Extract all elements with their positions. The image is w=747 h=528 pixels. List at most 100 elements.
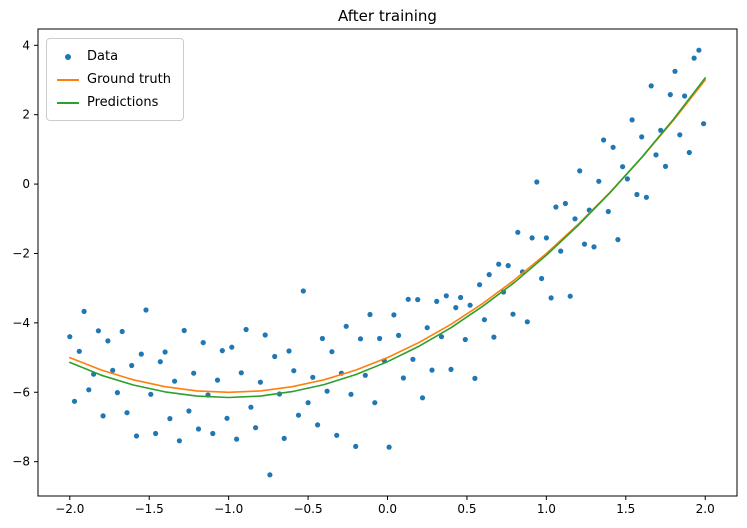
scatter-point xyxy=(295,412,302,418)
scatter-point xyxy=(353,443,359,449)
ground-truth-curve xyxy=(69,79,707,394)
scatter-point xyxy=(81,308,87,314)
scatter-point xyxy=(391,312,397,318)
scatter-point xyxy=(472,375,478,381)
scatter-point xyxy=(100,413,106,419)
scatter-point xyxy=(529,235,535,241)
scatter-point xyxy=(267,472,273,478)
y-tick-label: 0 xyxy=(22,177,30,191)
x-tick-label: 1.0 xyxy=(537,502,556,516)
scatter-point xyxy=(577,168,583,174)
scatter-point xyxy=(214,377,221,383)
scatter-point xyxy=(362,372,368,378)
scatter-point xyxy=(629,117,635,123)
scatter-point xyxy=(667,92,673,98)
scatter-point xyxy=(86,387,92,393)
scatter-point xyxy=(429,367,435,373)
x-tick-label: −0.5 xyxy=(293,502,322,516)
scatter-point xyxy=(248,404,254,410)
scatter-point xyxy=(76,348,82,354)
scatter-point xyxy=(701,121,707,127)
scatter-point xyxy=(219,348,225,354)
ground-truth-line-marker-icon xyxy=(57,78,79,81)
y-tick-label: −4 xyxy=(12,316,30,330)
scatter-point xyxy=(143,307,149,313)
legend: Data Ground truth Predictions xyxy=(46,38,184,121)
scatter-point xyxy=(210,430,216,437)
scatter-point xyxy=(281,435,287,441)
data-dot-marker-icon xyxy=(65,53,71,60)
scatter-point xyxy=(486,272,492,278)
scatter-point xyxy=(257,379,263,385)
scatter-point xyxy=(124,410,130,416)
scatter-point xyxy=(539,275,545,282)
x-tick-label: −1.5 xyxy=(135,502,164,516)
legend-entry-ground-truth: Ground truth xyxy=(55,68,171,91)
scatter-point xyxy=(305,400,311,406)
scatter-point xyxy=(348,391,354,397)
scatter-point xyxy=(367,311,373,318)
scatter-point xyxy=(195,426,202,432)
legend-entry-data: Data xyxy=(55,45,171,68)
scatter-point xyxy=(224,415,230,421)
scatter-point xyxy=(329,349,335,355)
scatter-point xyxy=(696,47,702,53)
scatter-point xyxy=(167,416,173,422)
scatter-point xyxy=(286,348,292,354)
scatter-point xyxy=(462,336,468,343)
scatter-point xyxy=(243,326,249,333)
x-tick-label: 0.5 xyxy=(457,502,476,516)
scatter-point xyxy=(71,398,78,404)
scatter-point xyxy=(400,375,406,381)
scatter-point xyxy=(238,370,244,376)
scatter-point xyxy=(234,436,240,442)
scatter-point xyxy=(377,335,383,342)
y-tick-label: −8 xyxy=(12,455,30,469)
scatter-point xyxy=(677,132,683,138)
legend-label-ground-truth: Ground truth xyxy=(87,72,171,87)
x-tick-label: −2.0 xyxy=(55,502,84,516)
scatter-point xyxy=(186,408,192,414)
scatter-point xyxy=(181,327,187,334)
scatter-point xyxy=(572,216,578,222)
scatter-point xyxy=(505,263,511,269)
scatter-point xyxy=(682,93,688,99)
scatter-point xyxy=(129,362,135,369)
scatter-point xyxy=(315,422,321,428)
scatter-point xyxy=(467,302,473,308)
scatter-point xyxy=(272,353,278,360)
scatter-point xyxy=(357,336,364,342)
scatter-point xyxy=(581,241,588,247)
scatter-point xyxy=(253,425,259,431)
scatter-point xyxy=(453,305,459,311)
scatter-point xyxy=(448,366,454,372)
scatter-point xyxy=(510,311,516,317)
scatter-point xyxy=(624,176,631,182)
scatter-point xyxy=(543,235,550,241)
scatter-point xyxy=(481,317,487,323)
y-tick-label: −2 xyxy=(12,246,30,260)
scatter-point xyxy=(343,323,349,329)
scatter-point xyxy=(620,164,626,170)
scatter-point xyxy=(477,282,483,288)
scatter-point xyxy=(558,248,564,254)
scatter-point xyxy=(157,359,163,365)
scatter-point xyxy=(658,127,664,133)
scatter-point xyxy=(643,194,650,200)
scatter-point xyxy=(524,319,530,325)
scatter-point xyxy=(191,370,197,376)
scatter-point xyxy=(553,204,559,210)
scatter-point xyxy=(319,335,325,342)
scatter-point xyxy=(610,144,616,150)
scatter-point xyxy=(396,332,402,338)
scatter-point xyxy=(443,293,449,299)
x-tick-label: 1.5 xyxy=(616,502,635,516)
scatter-point xyxy=(138,351,144,357)
scatter-point xyxy=(176,438,182,444)
scatter-point xyxy=(300,288,306,294)
scatter-point xyxy=(334,432,340,438)
scatter-point xyxy=(372,400,378,406)
scatter-point xyxy=(324,388,330,394)
